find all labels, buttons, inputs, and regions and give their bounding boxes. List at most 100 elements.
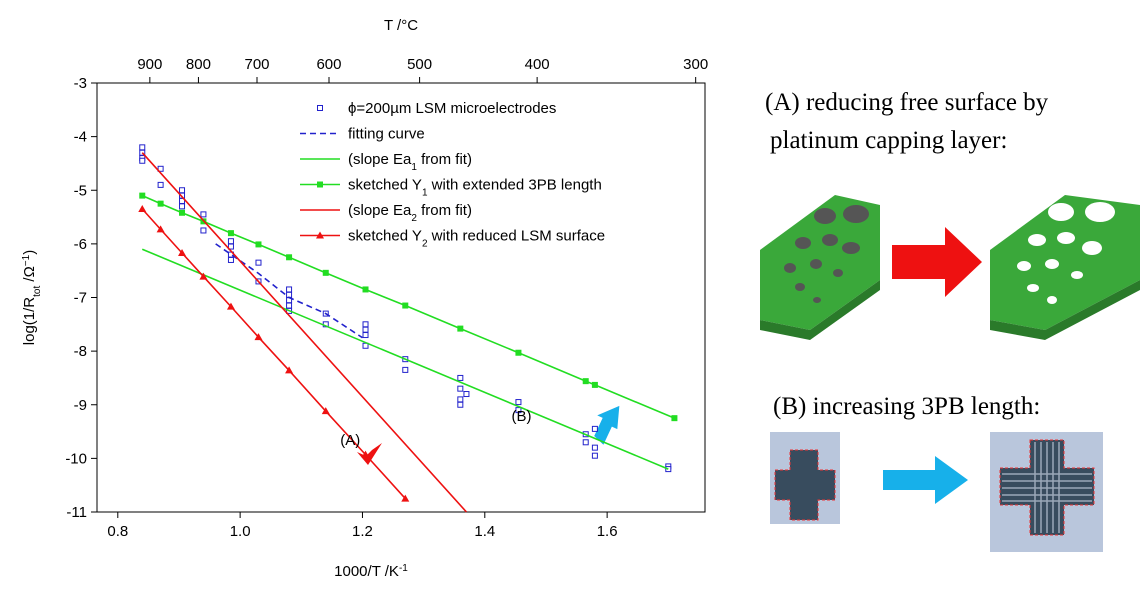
x2-tick-label: 800 bbox=[186, 56, 211, 73]
arrow bbox=[594, 405, 620, 445]
label-part: sketched Y bbox=[348, 228, 422, 245]
side-text: platinum capping layer: bbox=[770, 127, 1007, 154]
label-part: ϕ=200µm LSM microelectrodes bbox=[348, 100, 556, 117]
label: log(1/Rtot /Ω−1) bbox=[21, 250, 43, 345]
legend-marker bbox=[317, 181, 323, 188]
legend-marker bbox=[317, 105, 323, 111]
data-point bbox=[255, 259, 262, 266]
data-point bbox=[457, 385, 464, 392]
label-part: −1 bbox=[21, 254, 32, 266]
data-point bbox=[139, 157, 146, 164]
label-part: /Ω bbox=[21, 266, 38, 286]
data-point bbox=[361, 450, 370, 458]
series-line bbox=[141, 152, 468, 513]
data-point bbox=[254, 333, 263, 341]
data-point bbox=[199, 272, 208, 280]
data-point bbox=[402, 302, 409, 309]
label-part: with reduced LSM surface bbox=[428, 228, 606, 245]
y-tick-label: -6 bbox=[74, 236, 87, 253]
side-text: (B) increasing 3PB length: bbox=[773, 393, 1040, 420]
label-part: fitting curve bbox=[348, 126, 425, 143]
x-tick-label: 0.8 bbox=[107, 523, 128, 540]
series-line bbox=[141, 248, 669, 470]
data-point bbox=[457, 374, 464, 381]
label-part: 1000/T /K bbox=[334, 563, 399, 580]
data-point bbox=[463, 391, 470, 398]
data-point bbox=[255, 241, 262, 248]
y-tick-label: -4 bbox=[74, 129, 87, 146]
data-point bbox=[179, 209, 186, 216]
sample-image bbox=[770, 432, 840, 524]
data-point bbox=[226, 302, 235, 310]
data-point bbox=[515, 399, 522, 406]
data-point bbox=[515, 407, 522, 414]
y-tick-label: -5 bbox=[74, 182, 87, 199]
data-point bbox=[139, 192, 146, 199]
plot-frame bbox=[96, 82, 706, 513]
label: (slope Ea2 from fit) bbox=[348, 202, 472, 224]
data-point bbox=[321, 407, 330, 415]
data-point bbox=[157, 181, 164, 188]
side-text: (A) reducing free surface by bbox=[765, 89, 1049, 116]
y-tick-label: -11 bbox=[66, 504, 87, 521]
label-part: (slope Ea bbox=[348, 151, 412, 168]
data-point bbox=[362, 286, 369, 293]
data-point bbox=[286, 254, 293, 261]
y-tick-label: -9 bbox=[74, 397, 87, 414]
label: 1000/T /K-1 bbox=[334, 563, 408, 581]
label-part: 2 bbox=[422, 238, 428, 249]
x-tick-label: 1.6 bbox=[597, 523, 618, 540]
label-part: -1 bbox=[399, 563, 408, 574]
annotation: (A) bbox=[340, 432, 360, 449]
data-point bbox=[156, 225, 165, 233]
data-point bbox=[200, 211, 207, 218]
data-point bbox=[179, 203, 186, 210]
label-part: 2 bbox=[411, 213, 417, 224]
data-point bbox=[285, 366, 294, 374]
data-point bbox=[200, 227, 207, 234]
label-part: from fit) bbox=[417, 151, 472, 168]
label: sketched Y2 with reduced LSM surface bbox=[348, 228, 605, 250]
sample-image bbox=[990, 195, 1140, 340]
data-point bbox=[457, 396, 464, 403]
data-point bbox=[227, 230, 234, 237]
data-point bbox=[179, 187, 186, 194]
x2-tick-label: 900 bbox=[137, 56, 162, 73]
x2-tick-label: 300 bbox=[683, 56, 708, 73]
label: fitting curve bbox=[348, 126, 425, 143]
x-tick-label: 1.0 bbox=[230, 523, 251, 540]
label: ϕ=200µm LSM microelectrodes bbox=[348, 100, 556, 117]
label: sketched Y1 with extended 3PB length bbox=[348, 177, 602, 199]
data-point bbox=[286, 302, 293, 309]
label-part: from fit) bbox=[417, 202, 472, 219]
arrow bbox=[357, 443, 382, 465]
data-point bbox=[401, 494, 410, 502]
data-point bbox=[591, 425, 598, 432]
data-point bbox=[178, 248, 187, 256]
data-point bbox=[138, 205, 147, 213]
data-point bbox=[139, 144, 146, 151]
data-point bbox=[362, 321, 369, 328]
legend-item bbox=[300, 181, 340, 188]
x2-tick-label: 400 bbox=[525, 56, 550, 73]
data-point bbox=[402, 366, 409, 373]
x2-tick-label: 700 bbox=[244, 56, 269, 73]
data-point bbox=[227, 243, 234, 250]
data-point bbox=[322, 269, 329, 276]
data-point bbox=[457, 401, 464, 408]
label-part: 1 bbox=[411, 162, 417, 173]
label-part: (slope Ea bbox=[348, 202, 412, 219]
label-part: tot bbox=[32, 286, 43, 297]
data-point bbox=[362, 332, 369, 339]
x-tick-label: 1.2 bbox=[352, 523, 373, 540]
y-tick-label: -7 bbox=[74, 290, 87, 307]
data-point bbox=[362, 326, 369, 333]
label-part: ) bbox=[21, 250, 38, 255]
x2-tick-label: 500 bbox=[407, 56, 432, 73]
y-tick-label: -3 bbox=[74, 75, 87, 92]
label: (slope Ea1 from fit) bbox=[348, 151, 472, 173]
arrow bbox=[883, 456, 968, 504]
data-point bbox=[227, 256, 234, 263]
series-line bbox=[215, 243, 363, 339]
